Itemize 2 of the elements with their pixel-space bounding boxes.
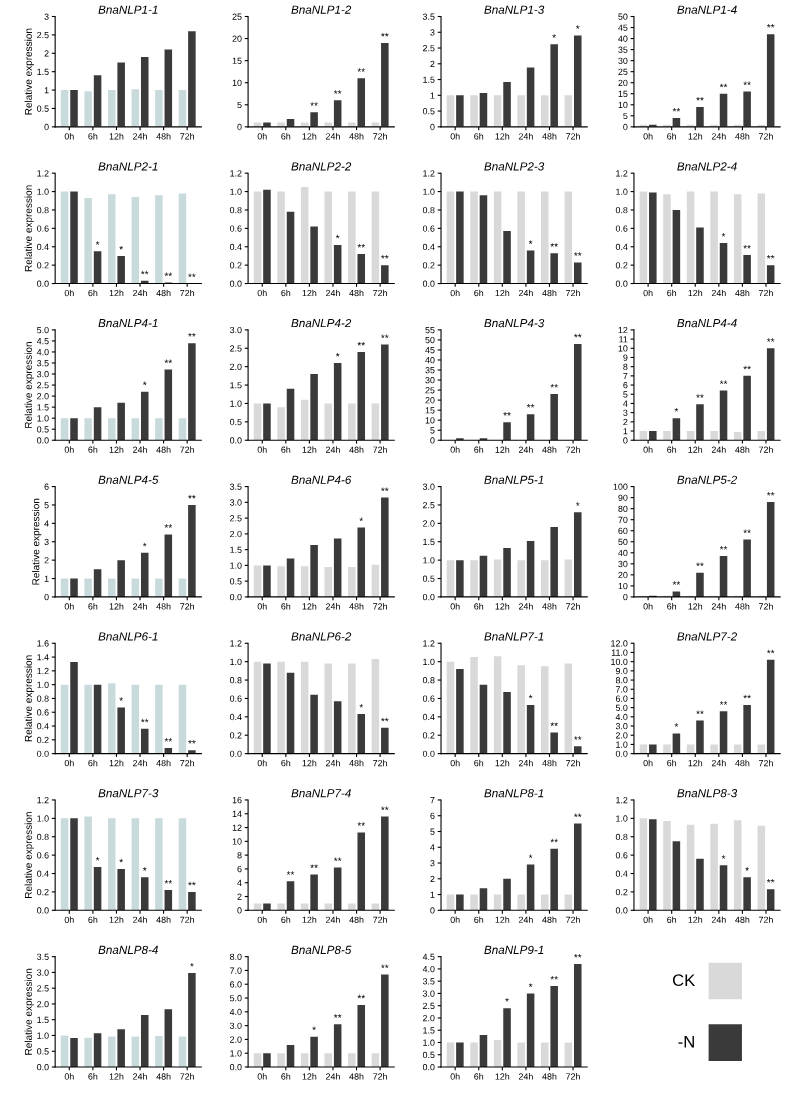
legend-label: CK	[672, 974, 696, 987]
legend-label: -N	[678, 1036, 694, 1048]
